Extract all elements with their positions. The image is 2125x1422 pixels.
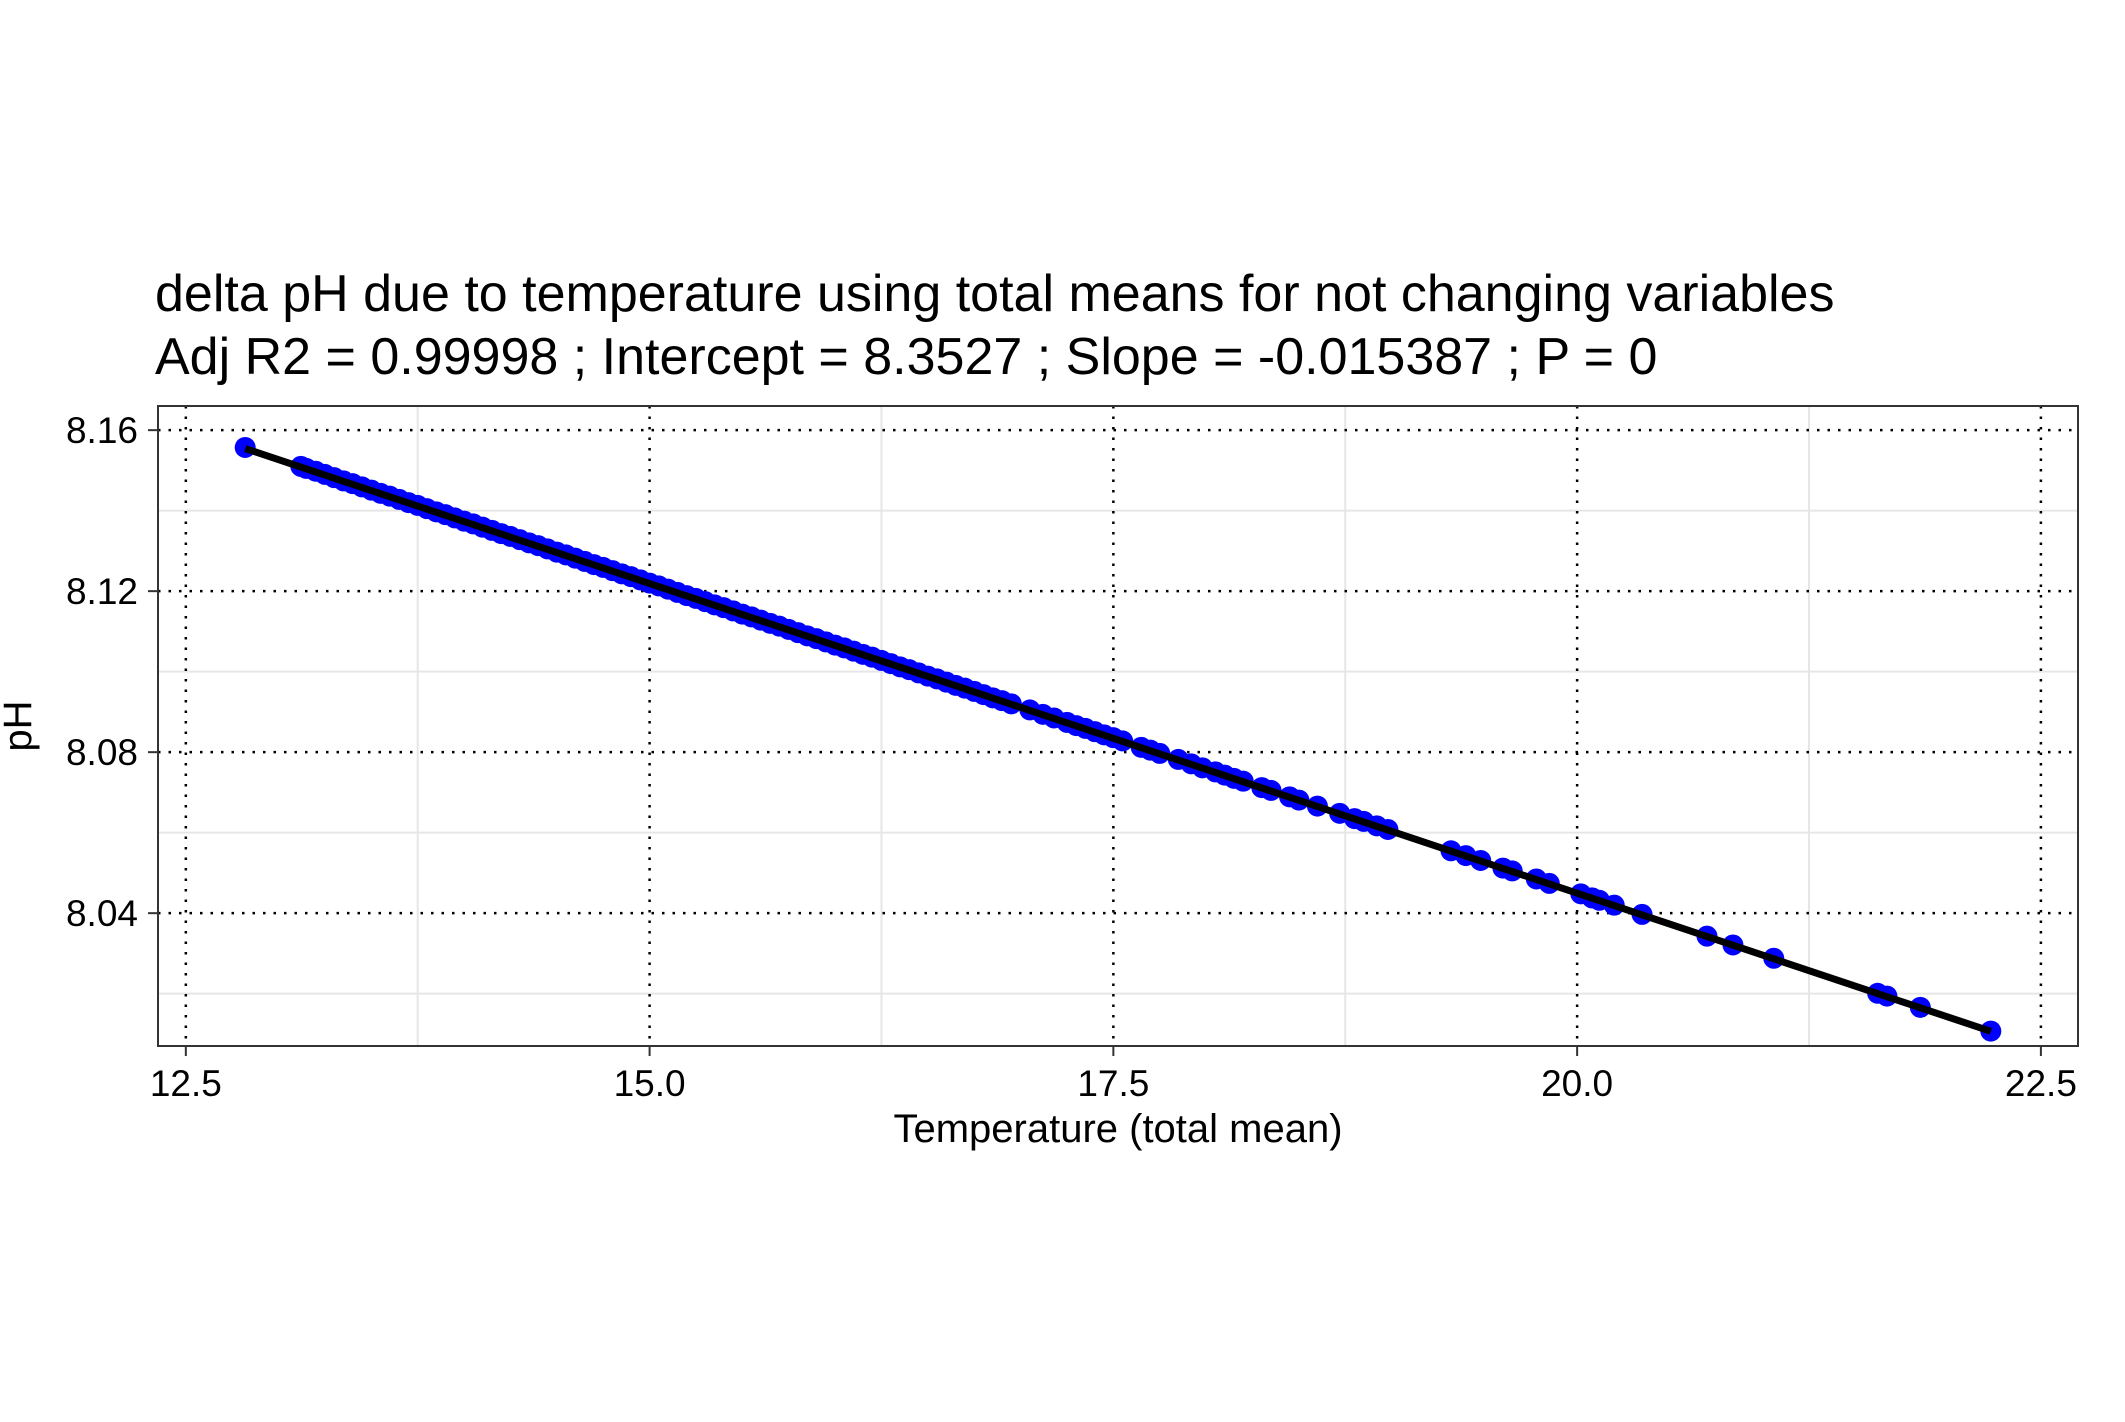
x-tick-label: 15.0	[614, 1063, 686, 1104]
x-tick-label: 20.0	[1541, 1063, 1613, 1104]
major-grid	[158, 406, 2078, 1046]
chart-subtitle: Adj R2 = 0.99998 ; Intercept = 8.3527 ; …	[155, 328, 1657, 386]
fit-line	[244, 445, 1992, 1035]
x-axis: 12.5 15.0 17.5 20.0 22.5	[150, 1046, 2077, 1104]
x-tick-label: 22.5	[2005, 1063, 2077, 1104]
y-tick-label: 8.12	[66, 571, 138, 612]
chart-title: delta pH due to temperature using total …	[155, 265, 1834, 323]
y-tick-label: 8.04	[66, 893, 138, 934]
x-axis-label: Temperature (total mean)	[893, 1107, 1342, 1151]
x-tick-label: 17.5	[1077, 1063, 1149, 1104]
y-tick-label: 8.08	[66, 732, 138, 773]
y-axis-label: pH	[0, 700, 40, 751]
y-axis: 8.04 8.08 8.12 8.16	[66, 410, 158, 934]
minor-grid	[158, 406, 2078, 1046]
plot-frame	[157, 405, 2079, 1047]
y-tick-label: 8.16	[66, 410, 138, 451]
x-tick-label: 12.5	[150, 1063, 222, 1104]
